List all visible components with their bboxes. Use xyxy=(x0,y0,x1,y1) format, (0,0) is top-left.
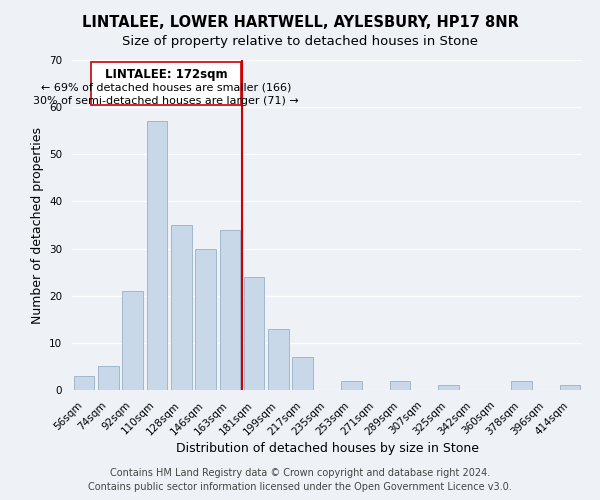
FancyBboxPatch shape xyxy=(91,62,241,105)
Bar xyxy=(292,357,313,390)
Text: Size of property relative to detached houses in Stone: Size of property relative to detached ho… xyxy=(122,35,478,48)
Bar xyxy=(389,380,410,390)
Text: LINTALEE: 172sqm: LINTALEE: 172sqm xyxy=(105,68,227,81)
Bar xyxy=(171,225,191,390)
Bar xyxy=(341,380,362,390)
Bar xyxy=(438,386,459,390)
Bar xyxy=(511,380,532,390)
Text: 30% of semi-detached houses are larger (71) →: 30% of semi-detached houses are larger (… xyxy=(33,96,299,106)
Bar xyxy=(146,122,167,390)
Bar xyxy=(268,328,289,390)
Text: LINTALEE, LOWER HARTWELL, AYLESBURY, HP17 8NR: LINTALEE, LOWER HARTWELL, AYLESBURY, HP1… xyxy=(82,15,518,30)
Bar xyxy=(244,277,265,390)
Bar xyxy=(220,230,240,390)
Bar xyxy=(74,376,94,390)
Bar xyxy=(195,248,216,390)
X-axis label: Distribution of detached houses by size in Stone: Distribution of detached houses by size … xyxy=(176,442,479,455)
Text: ← 69% of detached houses are smaller (166): ← 69% of detached houses are smaller (16… xyxy=(41,82,291,92)
Bar xyxy=(560,386,580,390)
Text: Contains HM Land Registry data © Crown copyright and database right 2024.
Contai: Contains HM Land Registry data © Crown c… xyxy=(88,468,512,492)
Bar xyxy=(98,366,119,390)
Y-axis label: Number of detached properties: Number of detached properties xyxy=(31,126,44,324)
Bar xyxy=(122,291,143,390)
